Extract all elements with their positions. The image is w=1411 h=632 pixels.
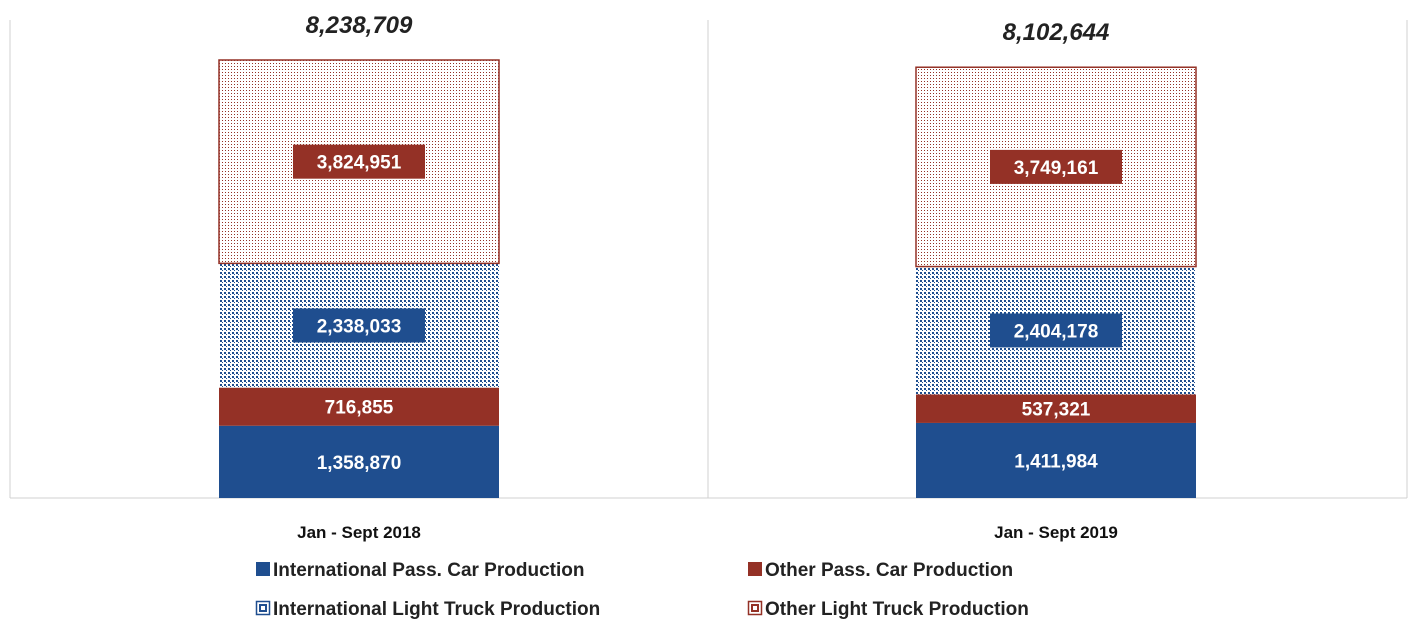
- legend-swatch: [748, 562, 762, 576]
- data-label-international-pass-car-2: 1,411,984: [1014, 451, 1098, 472]
- data-label-bg-other-light-truck-1: [293, 144, 425, 179]
- data-label-other-light-truck-2: 3,749,161: [1014, 158, 1099, 179]
- legend-label: Other Light Truck Production: [765, 599, 1029, 620]
- bar-segment-other-pass-car-1: [219, 387, 499, 426]
- legend-swatch: [255, 600, 271, 616]
- legend: International Pass. Car Production Other …: [255, 560, 1029, 620]
- data-label-bg-other-light-truck-2: [990, 149, 1122, 184]
- data-label-bg-international-light-truck-2: [990, 313, 1122, 348]
- data-label-other-light-truck-1: 3,824,951: [317, 153, 402, 174]
- bar-segment-international-pass-car-1: [219, 425, 499, 498]
- data-label-international-light-truck-2: 2,404,178: [1014, 321, 1099, 342]
- legend-item-international-light-truck: International Light Truck Production: [255, 599, 600, 620]
- total-label-1: 8,238,709: [306, 12, 413, 39]
- legend-label: International Light Truck Production: [273, 599, 600, 620]
- total-label-2: 8,102,644: [1003, 19, 1110, 46]
- legend-swatch: [256, 562, 270, 576]
- legend-item-international-pass-car: International Pass. Car Production: [256, 560, 584, 581]
- category-label-2: Jan - Sept 2019: [994, 523, 1118, 542]
- legend-swatch: [747, 600, 763, 616]
- data-label-other-pass-car-1: 716,855: [325, 398, 394, 419]
- bar-segment-international-pass-car-2: [916, 422, 1196, 498]
- plot-area: 1,358,870 716,855 2,338,033 3,824,951 8,238,…: [9, 12, 1408, 542]
- legend-item-other-pass-car: Other Pass. Car Production: [748, 560, 1013, 581]
- legend-label: International Pass. Car Production: [273, 560, 584, 581]
- bar-segment-other-pass-car-2: [916, 394, 1196, 423]
- data-label-international-pass-car-1: 1,358,870: [317, 453, 402, 474]
- data-label-international-light-truck-1: 2,338,033: [317, 316, 402, 337]
- legend-label: Other Pass. Car Production: [765, 560, 1013, 581]
- category-label-1: Jan - Sept 2018: [297, 523, 421, 542]
- legend-item-other-light-truck: Other Light Truck Production: [747, 599, 1029, 620]
- data-label-other-pass-car-2: 537,321: [1022, 400, 1091, 421]
- data-label-bg-international-light-truck-1: [293, 308, 425, 343]
